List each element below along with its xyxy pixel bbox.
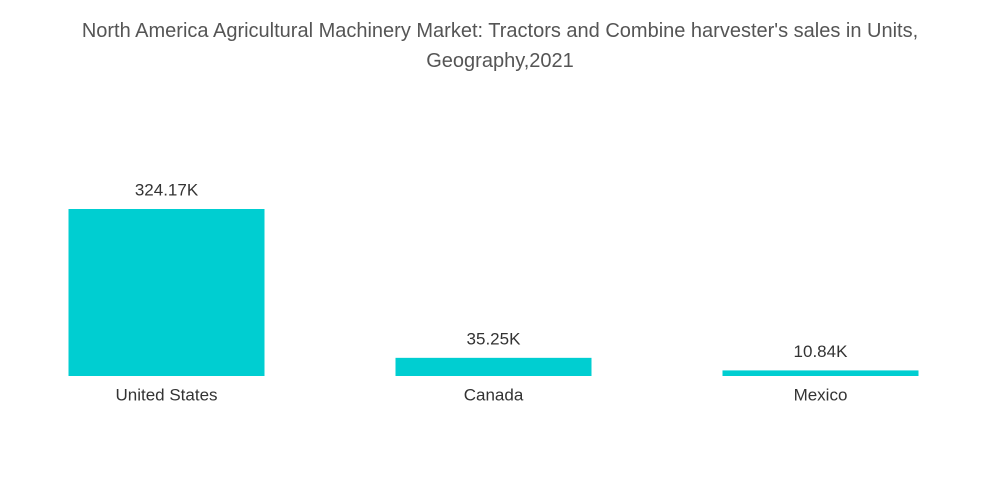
- bar: [395, 357, 592, 376]
- data-label: 10.84K: [794, 342, 849, 361]
- x-tick-label: Mexico: [794, 385, 848, 404]
- bar: [68, 209, 265, 376]
- x-tick-label: Canada: [464, 385, 524, 404]
- x-tick-label: United States: [115, 385, 217, 404]
- chart-title: North America Agricultural Machinery Mar…: [81, 20, 919, 72]
- bar: [722, 370, 919, 376]
- data-label: 35.25K: [467, 329, 522, 348]
- data-label: 324.17K: [135, 180, 199, 199]
